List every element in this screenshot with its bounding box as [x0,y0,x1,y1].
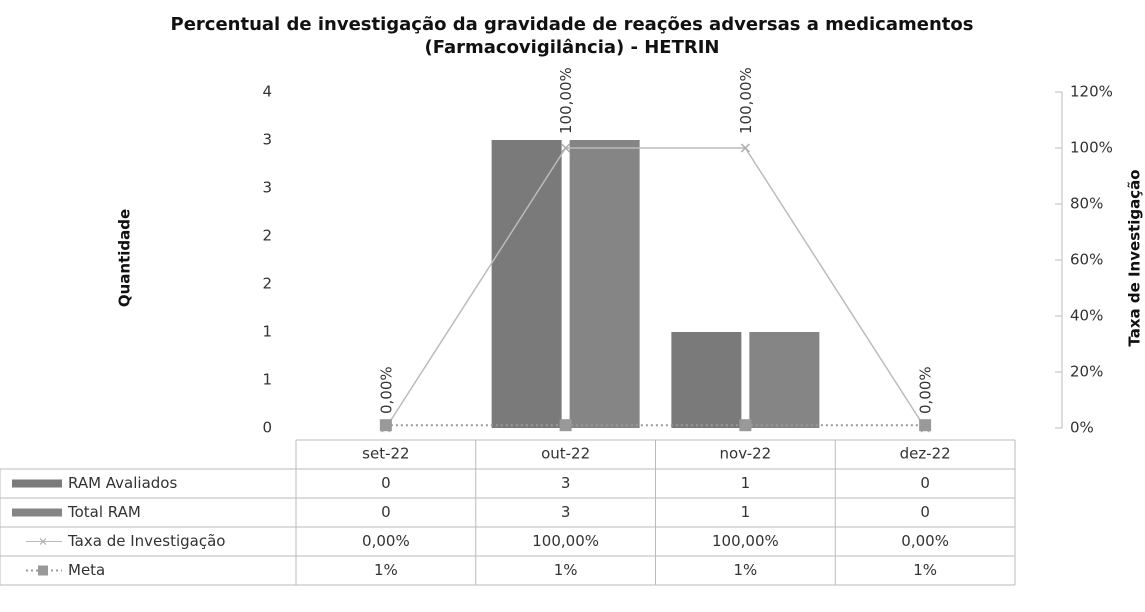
table-cell: 0 [920,503,930,521]
meta-marker [559,419,572,432]
line-marker [561,143,571,153]
legend-label: RAM Avaliados [68,474,177,492]
y-tick-label: 3 [262,179,272,197]
line-marker [740,143,750,153]
y2-tick-label: 40% [1070,307,1103,325]
y2-tick-label: 100% [1070,139,1113,157]
table-cell: 1 [741,474,751,492]
chart-title: (Farmacovigilância) - HETRIN [425,37,720,58]
legend-key [38,565,48,576]
y2-tick-label: 120% [1070,83,1113,101]
data-label: 100,00% [737,67,755,134]
y2-tick-label: 80% [1070,195,1103,213]
data-label: 0,00% [377,366,395,414]
y-tick-label: 3 [262,131,272,149]
bar [491,140,562,428]
table-cell: 1% [913,561,937,579]
table-cell: 1% [554,561,578,579]
table-cell: 0,00% [362,532,410,550]
y2-tick-label: 20% [1070,363,1103,381]
y-tick-label: 2 [262,227,272,245]
bar [671,332,742,428]
meta-marker [739,419,752,432]
y-tick-label: 0 [262,419,272,437]
y-tick-label: 2 [262,275,272,293]
legend-key [12,508,62,517]
table-cell: 100,00% [712,532,779,550]
y-tick-label: 1 [262,323,272,341]
chart-title: Percentual de investigação da gravidade … [171,14,974,35]
table-cell: 0,00% [901,532,949,550]
data-label: 0,00% [917,366,935,414]
table-cell: 3 [561,474,571,492]
data-label: 100,00% [557,67,575,134]
table-cell: 1% [374,561,398,579]
table-header: dez-22 [900,445,951,463]
y2-tick-label: 60% [1070,251,1103,269]
table-cell: 0 [381,474,391,492]
bar [569,140,640,428]
line-series [385,147,926,429]
bar [749,332,820,428]
table-cell: 0 [920,474,930,492]
table-header: nov-22 [720,445,772,463]
y2-tick-label: 0% [1070,419,1094,437]
meta-marker [379,419,392,432]
table-cell: 100,00% [532,532,599,550]
y2-axis-title: Taxa de Investigação [1126,169,1144,346]
table-cell: 3 [561,503,571,521]
table-header: set-22 [362,445,409,463]
table-header: out-22 [541,445,590,463]
y-axis-title: Quantidade [116,209,134,307]
y-tick-label: 1 [262,371,272,389]
table-cell: 1% [733,561,757,579]
legend-label: Total RAM [67,503,141,521]
table-cell: 0 [381,503,391,521]
table-cell: 1 [741,503,751,521]
legend-label: Taxa de Investigação [67,532,225,550]
y-tick-label: 4 [262,83,272,101]
legend-key [39,538,47,545]
legend-key [12,479,62,488]
meta-marker [919,419,932,432]
legend-label: Meta [68,561,105,579]
